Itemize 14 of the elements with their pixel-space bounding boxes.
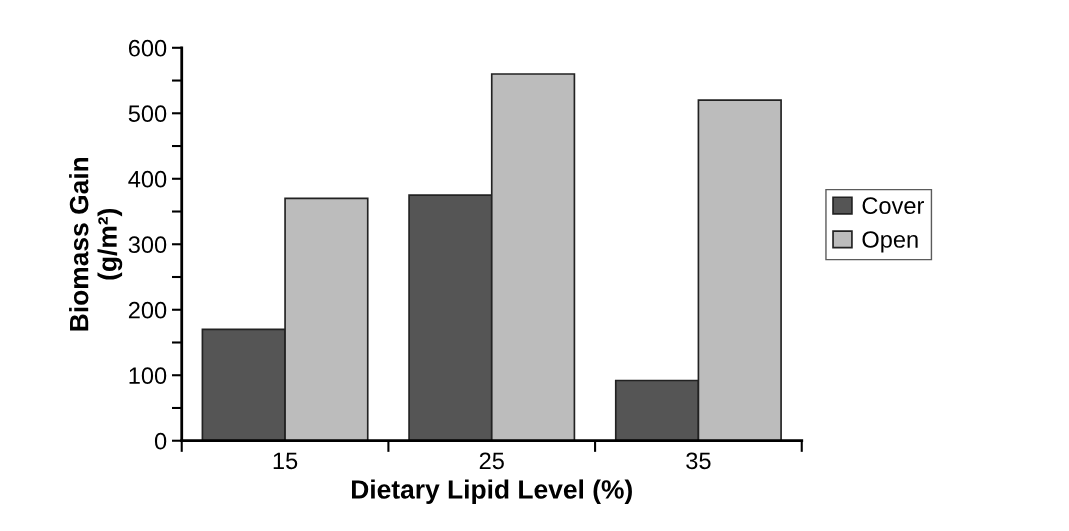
x-axis-title: Dietary Lipid Level (%)	[352, 479, 632, 505]
y-tick-label: 600	[128, 39, 167, 57]
x-tick-label: 25	[479, 452, 504, 470]
y-tick-label: 0	[154, 432, 167, 450]
y-axis-title: Biomass Gain (g/m²)	[69, 157, 123, 331]
y-tick-label: 500	[128, 105, 167, 123]
legend-label: Open	[862, 231, 918, 253]
y-tick-label: 400	[128, 170, 167, 188]
x-tick-label: 15	[273, 452, 298, 470]
x-tick-label: 35	[686, 452, 711, 470]
legend-label: Cover	[862, 197, 924, 215]
y-tick-label: 300	[128, 236, 167, 254]
y-tick-label: 100	[129, 367, 167, 385]
y-tick-label: 200	[128, 301, 167, 319]
